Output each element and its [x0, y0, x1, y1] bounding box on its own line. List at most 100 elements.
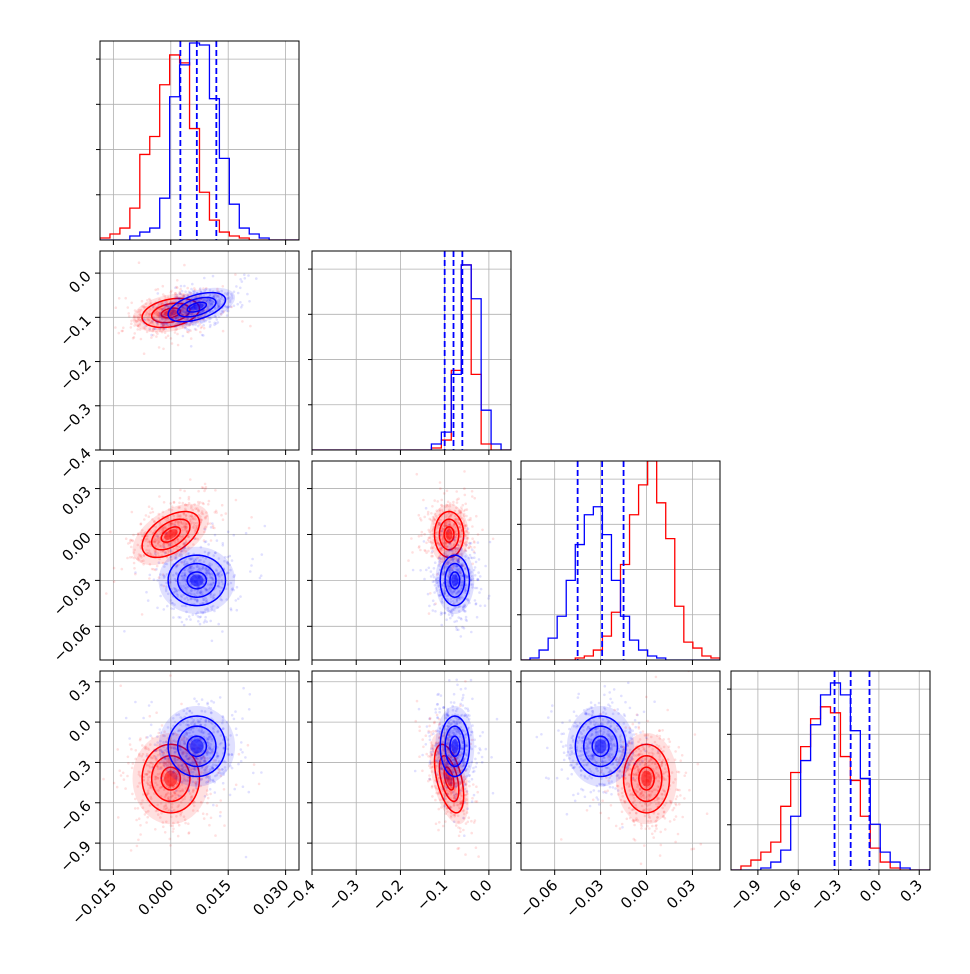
sample-point: [148, 328, 151, 331]
sample-point: [469, 554, 472, 557]
sample-point: [118, 769, 121, 772]
sample-point: [250, 516, 253, 519]
sample-point: [199, 331, 202, 334]
sample-point: [197, 703, 200, 706]
sample-point: [182, 335, 185, 338]
sample-point: [422, 746, 425, 749]
sample-point: [181, 290, 184, 293]
sample-point: [158, 561, 161, 564]
sample-point: [156, 535, 159, 538]
sample-point: [488, 595, 491, 598]
sample-point: [150, 724, 153, 727]
sample-point: [211, 522, 214, 525]
sample-point: [220, 662, 223, 665]
sample-point: [139, 824, 142, 827]
sample-point: [433, 567, 436, 570]
sample-point: [456, 501, 459, 504]
sample-point: [146, 755, 149, 758]
sample-point: [149, 734, 152, 737]
sample-point: [154, 743, 157, 746]
sample-point: [418, 514, 421, 517]
sample-point: [171, 342, 174, 345]
sample-point: [170, 810, 173, 813]
sample-point: [481, 761, 484, 764]
sample-point: [241, 304, 244, 307]
sample-point: [97, 844, 100, 847]
sample-point: [220, 514, 223, 517]
sample-point: [122, 327, 125, 330]
sample-point: [444, 820, 447, 823]
sample-point: [471, 548, 474, 551]
sample-point: [231, 714, 234, 717]
sample-point: [164, 301, 167, 304]
sample-point: [418, 730, 421, 733]
sample-point: [449, 543, 452, 546]
sample-point: [447, 501, 450, 504]
sample-point: [423, 533, 426, 536]
sample-point: [151, 320, 154, 323]
sample-point: [162, 546, 165, 549]
sample-point: [477, 541, 480, 544]
sample-point: [473, 552, 476, 555]
sample-point: [431, 505, 434, 508]
sample-point: [195, 700, 198, 703]
sample-point: [472, 783, 475, 786]
sample-point: [152, 511, 155, 514]
sample-point: [443, 492, 446, 495]
sample-point: [475, 515, 478, 518]
sample-point: [418, 755, 421, 758]
sample-point: [124, 787, 127, 790]
sample-point: [165, 532, 168, 535]
sample-point: [160, 302, 163, 305]
sample-point: [208, 500, 211, 503]
sample-point: [211, 640, 214, 643]
sample-point: [137, 839, 140, 842]
sample-point: [476, 578, 479, 581]
sample-point: [208, 824, 211, 827]
sample-point: [197, 615, 200, 618]
sample-point: [179, 292, 182, 295]
sample-point: [160, 326, 163, 329]
sample-point: [199, 623, 202, 626]
sample-point: [418, 535, 421, 538]
sample-point: [470, 631, 473, 634]
sample-point: [160, 777, 163, 780]
sample-point: [184, 822, 187, 825]
sample-point: [179, 489, 182, 492]
sample-point: [158, 346, 161, 349]
sample-point: [197, 325, 200, 328]
sample-point: [216, 804, 219, 807]
sample-point: [221, 504, 224, 507]
sample-point: [216, 318, 219, 321]
sample-point: [473, 497, 476, 500]
sample-point: [411, 551, 414, 554]
sample-point: [133, 567, 136, 570]
sample-point: [430, 570, 433, 573]
sample-point: [123, 778, 126, 781]
sample-point: [249, 693, 252, 696]
sample-point: [184, 545, 187, 548]
sample-point: [127, 306, 130, 309]
sample-point: [159, 728, 162, 731]
sample-point: [213, 527, 216, 530]
sample-point: [452, 501, 455, 504]
sample-point: [155, 711, 158, 714]
sample-point: [184, 290, 187, 293]
sample-point: [151, 507, 154, 510]
sample-point: [438, 711, 441, 714]
sample-point: [463, 470, 466, 473]
sample-point: [141, 613, 144, 616]
sample-point: [235, 285, 238, 288]
sample-point: [222, 285, 225, 288]
sample-point: [484, 565, 487, 568]
sample-point: [120, 774, 123, 777]
sample-point: [237, 763, 240, 766]
sample-point: [467, 547, 470, 550]
sample-point: [436, 714, 439, 717]
sample-point: [150, 336, 153, 339]
sample-point: [428, 605, 431, 608]
sample-point: [169, 844, 172, 847]
sample-point: [437, 829, 440, 832]
sample-point: [148, 505, 151, 508]
